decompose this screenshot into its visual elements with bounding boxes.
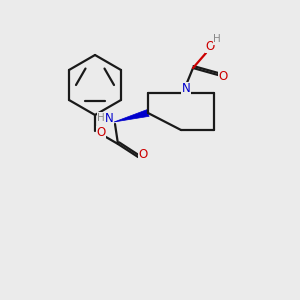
Text: N: N [105, 112, 113, 125]
Text: O: O [206, 40, 214, 52]
Text: N: N [182, 82, 190, 95]
Text: H: H [97, 113, 105, 123]
Text: H: H [213, 34, 221, 44]
Polygon shape [114, 110, 149, 122]
Text: O: O [138, 148, 148, 161]
Text: O: O [218, 70, 228, 83]
Text: O: O [96, 127, 106, 140]
